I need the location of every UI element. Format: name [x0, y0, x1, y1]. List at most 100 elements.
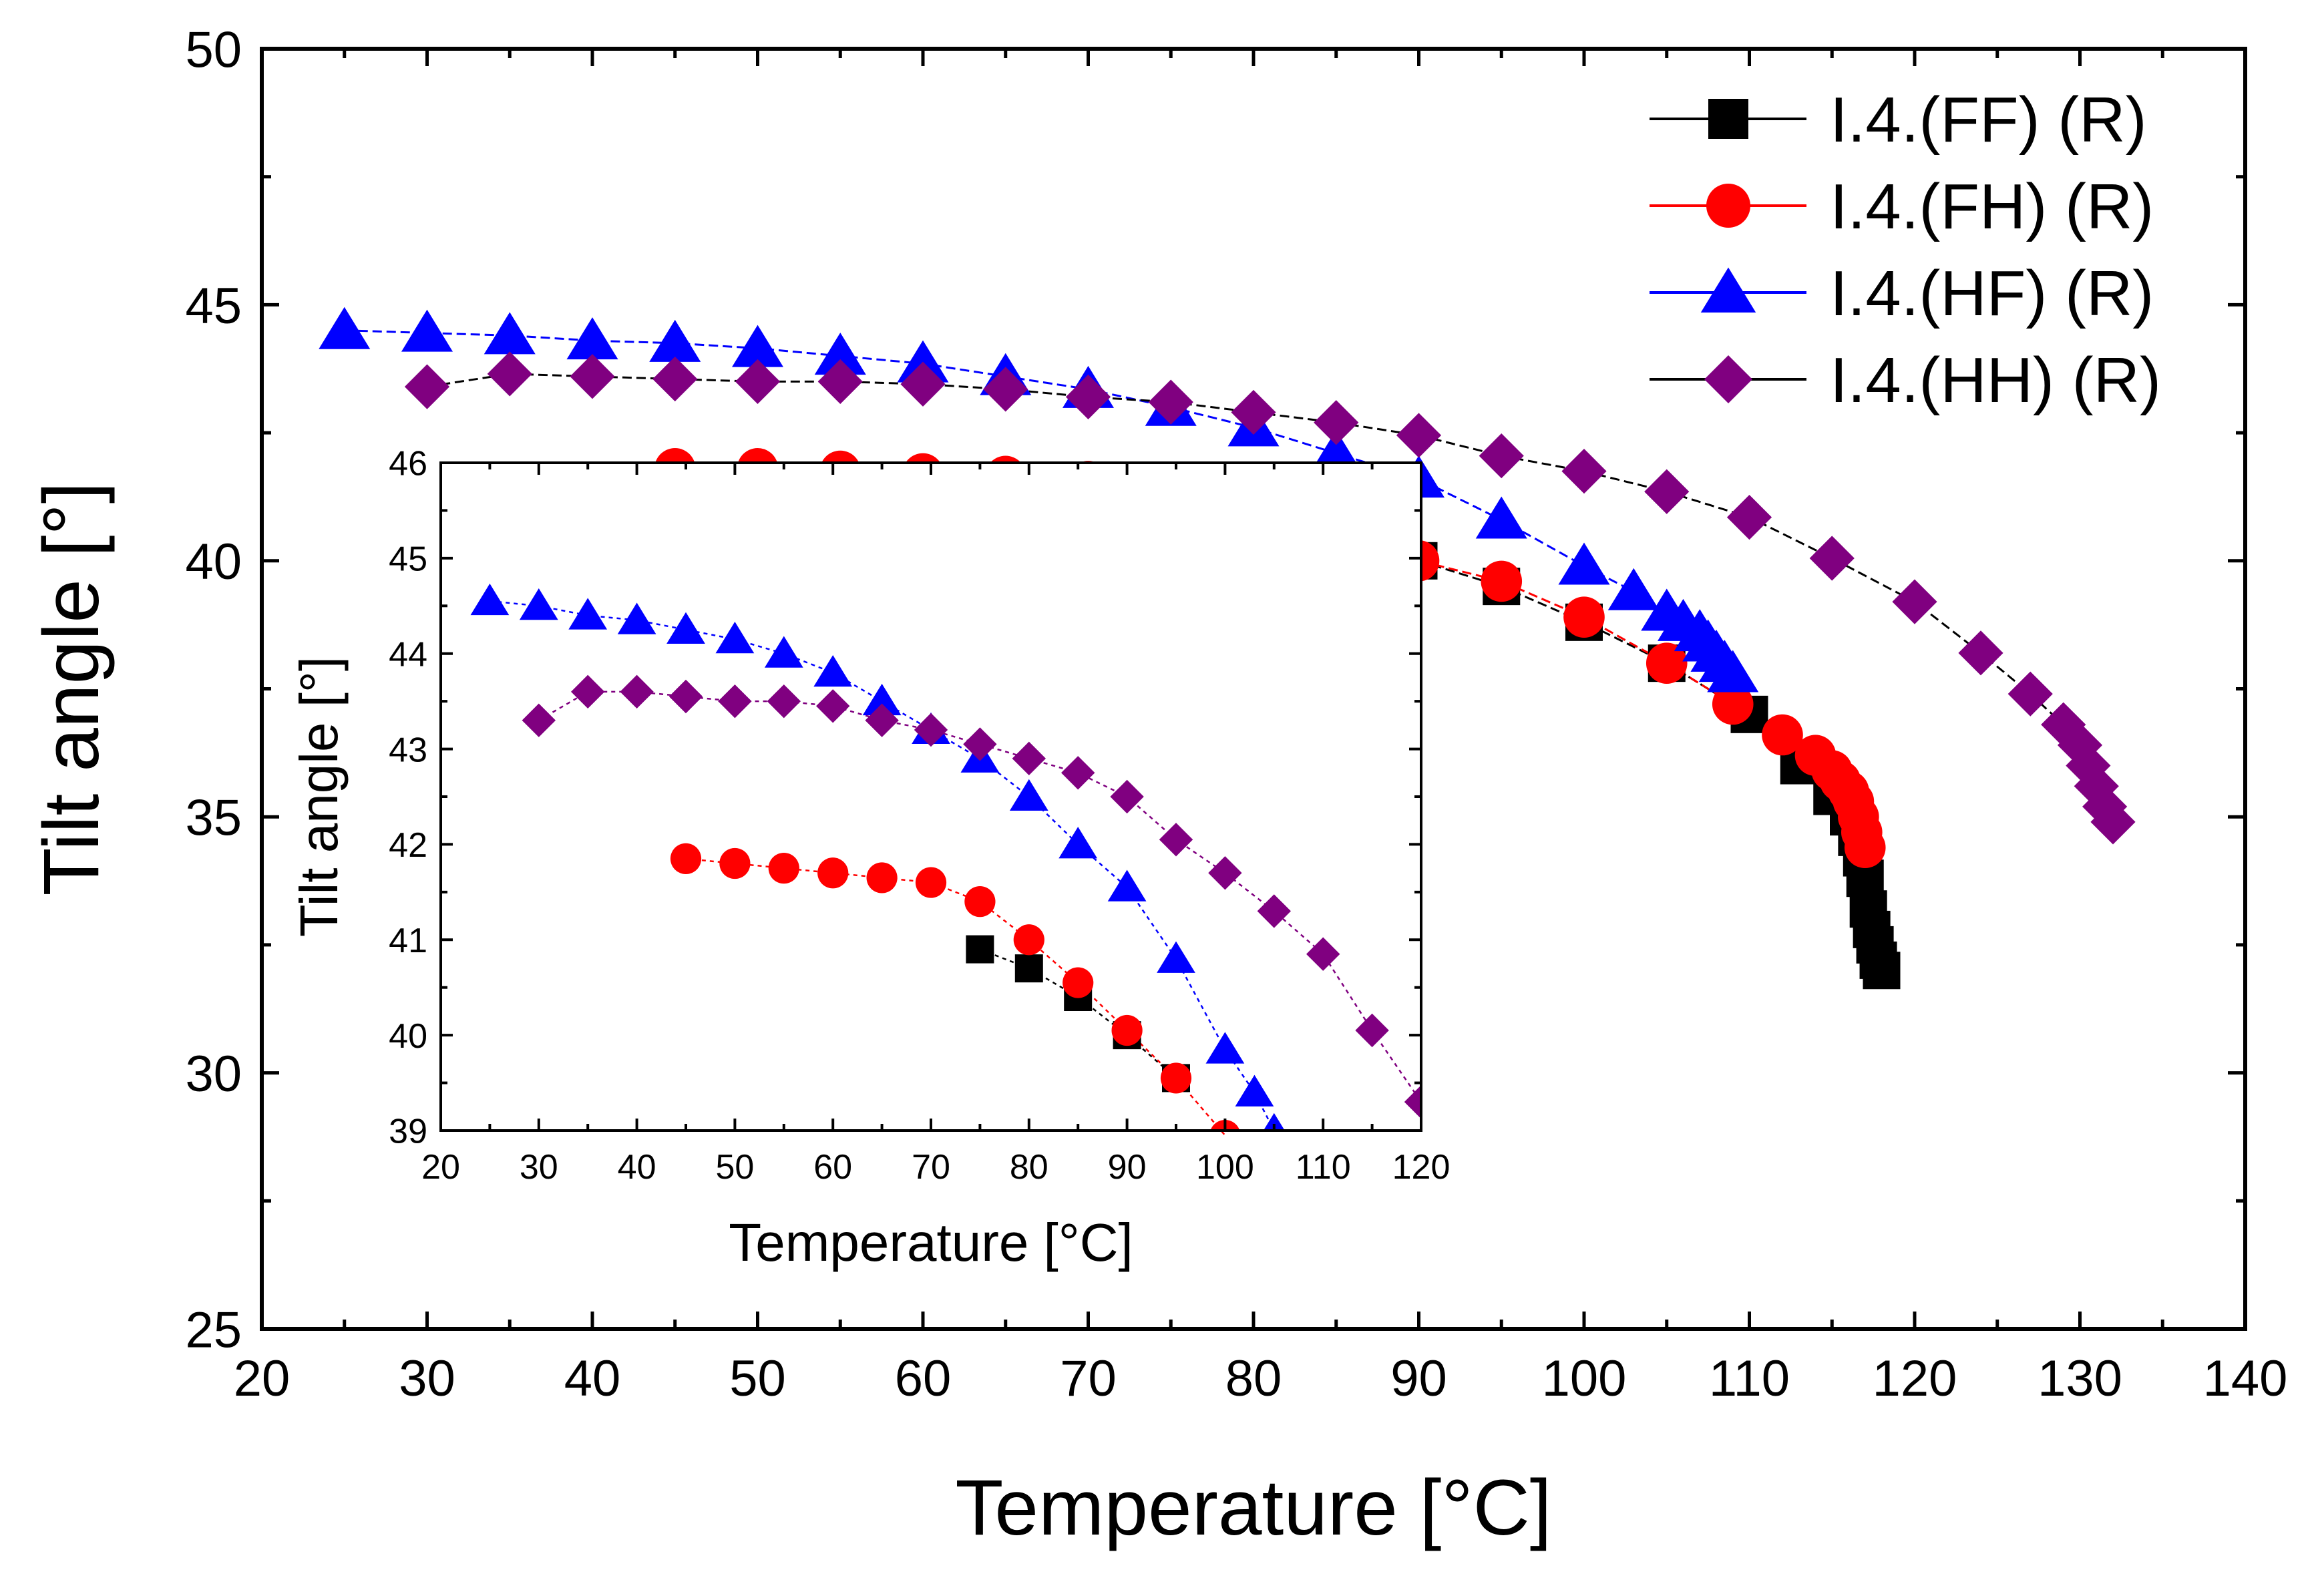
inset-point-i-4-hf-r [1009, 779, 1048, 811]
legend-label-i-4-hf-r: I.4.(HF) (R) [1830, 258, 2154, 329]
inset-x-tick-label: 90 [1108, 1148, 1147, 1187]
main-point-i-4-hh-r [570, 354, 615, 399]
inset-point-i-4-fh-r [1160, 1062, 1192, 1094]
main-point-i-4-hf-r [1475, 496, 1527, 539]
main-point-i-4-hh-r [1231, 389, 1276, 435]
main-point-i-4-fh-r [1646, 642, 1688, 684]
inset-x-tick-label: 60 [813, 1148, 852, 1187]
main-x-tick-label: 40 [564, 1350, 621, 1407]
main-point-i-4-ff-r [1863, 952, 1901, 990]
main-point-i-4-hf-r [897, 340, 949, 383]
inset-x-tick-label: 100 [1196, 1148, 1254, 1187]
main-point-i-4-hh-r [2007, 671, 2053, 717]
inset-point-i-4-fh-r [670, 843, 702, 874]
legend-label-i-4-ff-r: I.4.(FF) (R) [1830, 84, 2147, 156]
inset-x-tick-label: 80 [1010, 1148, 1048, 1187]
legend-label-i-4-fh-r: I.4.(FH) (R) [1830, 171, 2154, 242]
legend-marker-i-4-fh-r [1706, 184, 1750, 228]
inset-point-i-4-hh-r [914, 713, 948, 747]
main-point-i-4-hf-r [649, 319, 701, 362]
main-y-tick-label: 35 [185, 790, 242, 847]
inset-point-i-4-hh-r [571, 674, 605, 709]
main-point-i-4-hh-r [1958, 630, 2003, 676]
main-point-i-4-hf-r [1558, 542, 1610, 585]
inset-point-i-4-fh-r [1013, 924, 1044, 956]
main-point-i-4-hf-r [1707, 650, 1759, 692]
main-point-i-4-fh-r [1762, 714, 1803, 756]
inset-point-i-4-hf-r [813, 655, 853, 687]
main-x-tick-label: 50 [729, 1350, 786, 1407]
inset-point-i-4-fh-r [915, 867, 947, 898]
inset-x-tick-label: 70 [912, 1148, 950, 1187]
inset-point-i-4-hh-r [1355, 1013, 1389, 1048]
main-point-i-4-hh-r [900, 361, 946, 407]
main-y-tick-label: 50 [185, 21, 242, 78]
inset-markers [470, 583, 1421, 1131]
main-x-tick-label: 120 [1873, 1350, 1957, 1407]
main-point-i-4-hf-r [1607, 568, 1660, 610]
inset-point-i-4-hf-r [1235, 1074, 1274, 1107]
inset-x-tick-label: 50 [715, 1148, 754, 1187]
legend-marker-i-4-hh-r [1704, 355, 1752, 403]
inset-point-i-4-hh-r [1110, 779, 1144, 814]
inset-x-tick-label: 110 [1296, 1148, 1351, 1187]
main-point-i-4-hf-r [401, 309, 453, 352]
main-point-i-4-hf-r [732, 325, 783, 367]
main-point-i-4-hh-r [1148, 379, 1193, 425]
main-point-i-4-hh-r [1479, 433, 1524, 479]
inset-point-i-4-hf-r [568, 598, 608, 630]
inset-point-i-4-ff-r [1014, 954, 1043, 983]
main-y-tick-label: 40 [185, 534, 242, 590]
main-x-tick-label: 140 [2203, 1350, 2288, 1407]
inset-y-tick-label: 39 [389, 1113, 427, 1151]
main-point-i-4-hh-r [2066, 743, 2111, 789]
main-point-i-4-hh-r [1809, 536, 1855, 581]
inset-point-i-4-hh-r [1061, 756, 1095, 790]
inset-plot: 20 30 40 50 60 70 80 90 100 110 120 39 40 41 42 43 44 45 4… [289, 445, 1450, 1272]
main-x-tick-label: 20 [234, 1350, 291, 1407]
inset-point-i-4-hf-r [862, 683, 902, 716]
main-point-i-4-hf-r [814, 333, 866, 375]
main-point-i-4-fh-r [1563, 596, 1605, 638]
main-point-i-4-hh-r [2041, 702, 2086, 747]
main-point-i-4-hh-r [2090, 799, 2136, 845]
inset-point-i-4-hh-r [522, 703, 556, 737]
main-x-tick-label: 130 [2038, 1350, 2122, 1407]
main-point-i-4-fh-r [1844, 827, 1886, 869]
inset-point-i-4-fh-r [768, 853, 799, 884]
main-point-i-4-hh-r [1314, 400, 1359, 445]
main-point-i-4-hh-r [652, 356, 698, 402]
inset-point-i-4-hh-r [668, 679, 703, 714]
inset-point-i-4-hf-r [1263, 1113, 1285, 1131]
main-x-tick-label: 90 [1390, 1350, 1447, 1407]
main-y-tick-label: 45 [185, 278, 242, 335]
inset-point-i-4-hh-r [767, 684, 801, 719]
inset-point-i-4-fh-r [1111, 1014, 1143, 1046]
main-point-i-4-hh-r [2082, 784, 2128, 829]
inset-point-i-4-fh-r [866, 862, 898, 893]
inset-point-i-4-hh-r [963, 727, 997, 761]
main-point-i-4-hh-r [983, 367, 1028, 412]
inset-y-tick-label: 41 [389, 922, 427, 960]
inset-x-tick-label: 20 [421, 1148, 460, 1187]
main-point-i-4-fh-r [1712, 683, 1754, 725]
main-point-i-4-hh-r [735, 359, 781, 405]
inset-point-i-4-ff-r [966, 935, 994, 964]
main-point-i-4-hh-r [1561, 449, 1607, 494]
inset-point-i-4-hf-r [1058, 827, 1098, 859]
main-point-i-4-fh-r [1481, 560, 1523, 602]
main-x-tick-label: 80 [1225, 1350, 1282, 1407]
main-y-tick-label: 25 [185, 1302, 242, 1358]
inset-point-i-4-hh-r [1012, 741, 1046, 776]
inset-x-tick-label: 120 [1392, 1148, 1451, 1187]
inset-y-tick-label: 46 [389, 445, 427, 483]
main-x-axis-title: Temperature [°C] [955, 1464, 1551, 1552]
inset-point-i-4-hf-r [617, 602, 656, 634]
inset-y-axis-title: Tilt angle [°] [289, 656, 349, 937]
inset-point-i-4-hh-r [1306, 937, 1340, 971]
inset-x-tick-label: 40 [618, 1148, 656, 1187]
inset-point-i-4-hf-r [1157, 941, 1195, 973]
inset-point-i-4-hf-r [1205, 1032, 1245, 1064]
main-x-tick-label: 110 [1709, 1350, 1790, 1407]
inset-point-i-4-hh-r [865, 703, 899, 737]
